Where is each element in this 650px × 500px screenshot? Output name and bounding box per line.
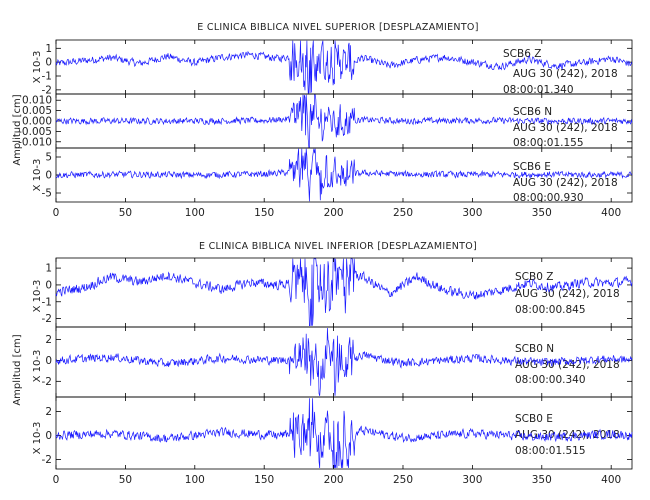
scale-label: X 10-3 [32,350,43,383]
y-tick-label: -0.010 [18,136,52,148]
time-label: 08:00:00.845 [515,304,586,316]
y-tick-label: 0 [45,57,52,69]
time-label: 08:00:01.340 [503,84,574,96]
y-tick-label: -1 [42,71,52,83]
station-label: SCB0 E [515,413,553,425]
x-tick-label: 300 [462,474,482,486]
x-tick-label: 150 [254,474,274,486]
waveform-scb6-n [55,94,633,148]
x-tick-label: 250 [393,474,413,486]
date-label: AUG 30 (242), 2018 [513,177,618,189]
x-tick-label: 200 [324,207,344,219]
y-tick-label: 2 [45,406,52,418]
date-label: AUG 30 (242), 2018 [515,359,620,371]
y-tick-label: 2 [45,334,52,346]
time-label: 08:00:01.515 [515,445,586,457]
y-tick-label: -1 [42,296,52,308]
x-tick-label: 400 [601,207,621,219]
y-tick-label: 1 [45,43,52,55]
y-tick-label: 0 [45,430,52,442]
x-tick-label: 50 [119,207,132,219]
x-tick-label: 0 [53,474,60,486]
station-label: SCB0 N [515,343,554,355]
y-tick-label: 1 [45,263,52,275]
x-tick-label: 350 [532,474,552,486]
y-tick-label: -2 [42,454,52,466]
x-tick-label: 150 [254,207,274,219]
y-tick-label: 0.010 [22,95,52,107]
y-tick-label: 0.000 [22,116,52,128]
scale-label: X 10-3 [32,51,43,84]
y-tick-label: 0 [45,279,52,291]
panel-title-inferior: E CLINICA BIBLICA NIVEL INFERIOR [DESPLA… [199,241,477,252]
waveform-scb0-n [55,327,633,396]
y-axis-label-superior: Amplitud [cm] [12,94,23,165]
x-tick-label: 350 [532,207,552,219]
time-label: 08:00:00.340 [515,374,586,386]
time-label: 08:00:00.930 [513,192,584,204]
x-tick-label: 250 [393,207,413,219]
y-tick-label: -0.005 [18,126,52,138]
scale-label: X 10-3 [32,422,43,455]
x-tick-label: 100 [185,474,205,486]
y-tick-label: 0 [45,355,52,367]
trace-scb0-n: X 10-3 SCB0 N AUG 30 (242), 2018 08:00:0… [32,326,633,398]
x-tick-label: 200 [324,474,344,486]
y-axis-label-inferior: Amplitud [cm] [12,334,23,405]
waveform-scb6-e [55,148,633,202]
date-label: AUG 30 (242), 2018 [515,288,620,300]
y-tick-label: 0 [45,170,52,182]
y-tick-label: 5 [45,152,52,164]
y-tick-label: -2 [42,376,52,388]
waveform-scb6-z [55,40,633,94]
waveform-scb0-e [55,398,633,469]
panel-title-superior: E CLINICA BIBLICA NIVEL SUPERIOR [DESPLA… [197,22,478,33]
scale-label: X 10-3 [32,280,43,313]
date-label: AUG 30 (242), 2018 [513,68,618,80]
y-tick-label: 0.005 [22,105,52,117]
x-tick-label: 100 [185,207,205,219]
trace-scb6-n: SCB6 N AUG 30 (242), 2018 08:00:01.155 [55,93,633,149]
y-tick-label: -2 [42,313,52,325]
station-label: SCB6 E [513,161,551,173]
trace-scb0-z: X 10-3 SCB0 Z AUG 30 (242), 2018 08:00:0… [32,257,633,328]
date-label: AUG 30 (242), 2018 [513,122,618,134]
station-label: SCB0 Z [515,271,553,283]
trace-scb6-z: X 10-3 SCB6 Z AUG 30 (242), 2018 08:00:0… [32,39,633,96]
x-tick-label: 400 [601,474,621,486]
chart-marks: 10-1-20.0100.0050.000-0.005-0.01050-510-… [18,40,633,486]
station-label: SCB6 Z [503,48,541,60]
waveform-scb0-z [55,258,633,327]
time-label: 08:00:01.155 [513,137,584,149]
station-label: SCB6 N [513,106,552,118]
scale-label: X 10-3 [32,159,43,192]
x-tick-label: 300 [462,207,482,219]
y-tick-label: -5 [42,188,52,200]
y-tick-label: -2 [42,84,52,96]
x-tick-label: 0 [53,207,60,219]
x-tick-label: 50 [119,474,132,486]
